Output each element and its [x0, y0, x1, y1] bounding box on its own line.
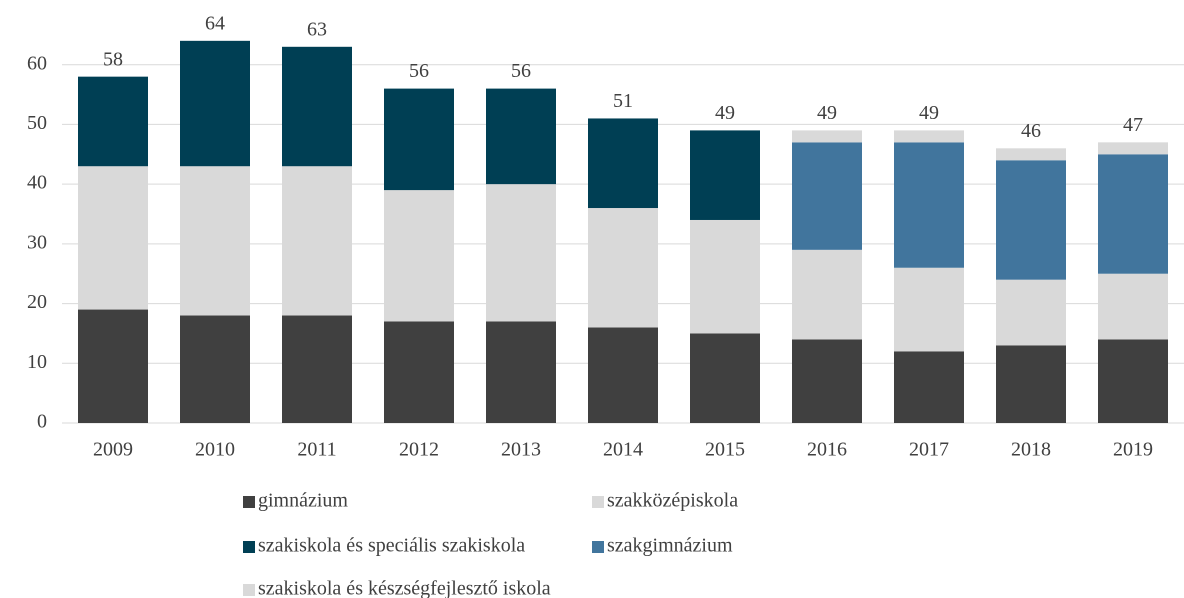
bar-segment [282, 315, 352, 423]
legend-swatch [243, 541, 255, 553]
bar-segment [996, 279, 1066, 346]
bar-segment [1098, 273, 1168, 340]
legend-swatch [592, 496, 604, 508]
bar-segment [486, 88, 556, 185]
bar-segment [588, 208, 658, 328]
bar-segment [180, 166, 250, 316]
y-tick-label: 0 [37, 411, 47, 433]
x-tick-label: 2013 [501, 439, 541, 461]
bar-segment [78, 76, 148, 167]
bar-segment [996, 160, 1066, 280]
legend-label: szakközépiskola [607, 490, 738, 512]
legend-swatch [243, 496, 255, 508]
x-tick-label: 2011 [297, 439, 336, 461]
bar-segment [894, 142, 964, 268]
bar-segment [792, 249, 862, 340]
legend-label: szakiskola és speciális szakiskola [258, 535, 525, 557]
x-tick-label: 2016 [807, 439, 847, 461]
x-tick-label: 2012 [399, 439, 439, 461]
x-tick-label: 2009 [93, 439, 133, 461]
bar-segment [996, 148, 1066, 161]
bar-segment [282, 166, 352, 316]
total-label: 56 [511, 60, 531, 82]
bar-segment [894, 267, 964, 352]
bar-segment [894, 130, 964, 143]
total-label: 51 [613, 90, 633, 112]
bar-segment [486, 184, 556, 322]
x-tick-label: 2015 [705, 439, 745, 461]
total-label: 49 [919, 102, 939, 124]
total-label: 47 [1123, 114, 1143, 136]
x-tick-label: 2018 [1011, 439, 1051, 461]
x-tick-label: 2017 [909, 439, 949, 461]
total-label: 58 [103, 48, 123, 70]
bar-segment [588, 327, 658, 423]
bar-segment [1098, 339, 1168, 423]
total-label: 64 [205, 12, 225, 34]
bar-segment [384, 88, 454, 191]
bar-segment [792, 130, 862, 143]
x-tick-label: 2010 [195, 439, 235, 461]
y-tick-label: 10 [27, 351, 47, 373]
total-label: 56 [409, 60, 429, 82]
y-tick-label: 40 [27, 172, 47, 194]
legend-swatch [592, 541, 604, 553]
x-tick-label: 2014 [603, 439, 643, 461]
bar-segment [792, 339, 862, 423]
y-tick-label: 20 [27, 291, 47, 313]
y-tick-label: 30 [27, 231, 47, 253]
total-label: 49 [715, 102, 735, 124]
bar-segment [78, 309, 148, 423]
bar-segment [180, 40, 250, 167]
bar-segment [282, 46, 352, 167]
bar-segment [78, 166, 148, 310]
legend-swatch [243, 584, 255, 596]
total-label: 49 [817, 102, 837, 124]
bar-segment [180, 315, 250, 423]
bar-segment [384, 321, 454, 423]
bar-segment [486, 321, 556, 423]
bar-segment [690, 130, 760, 220]
bar-segment [1098, 154, 1168, 274]
total-label: 46 [1021, 120, 1041, 142]
x-tick-label: 2019 [1113, 439, 1153, 461]
bar-segment [384, 190, 454, 322]
bar-segment [690, 219, 760, 334]
y-tick-label: 50 [27, 112, 47, 134]
bar-segment [690, 333, 760, 423]
bar-segment [894, 351, 964, 423]
bar-segment [996, 345, 1066, 423]
y-tick-label: 60 [27, 52, 47, 74]
legend-label: gimnázium [258, 490, 348, 512]
bar-segment [588, 118, 658, 209]
bar-segment [1098, 142, 1168, 155]
legend-label: szakgimnázium [607, 535, 733, 557]
legend-label: szakiskola és készségfejlesztő iskola [258, 578, 551, 598]
bar-segment [792, 142, 862, 250]
total-label: 63 [307, 18, 327, 40]
